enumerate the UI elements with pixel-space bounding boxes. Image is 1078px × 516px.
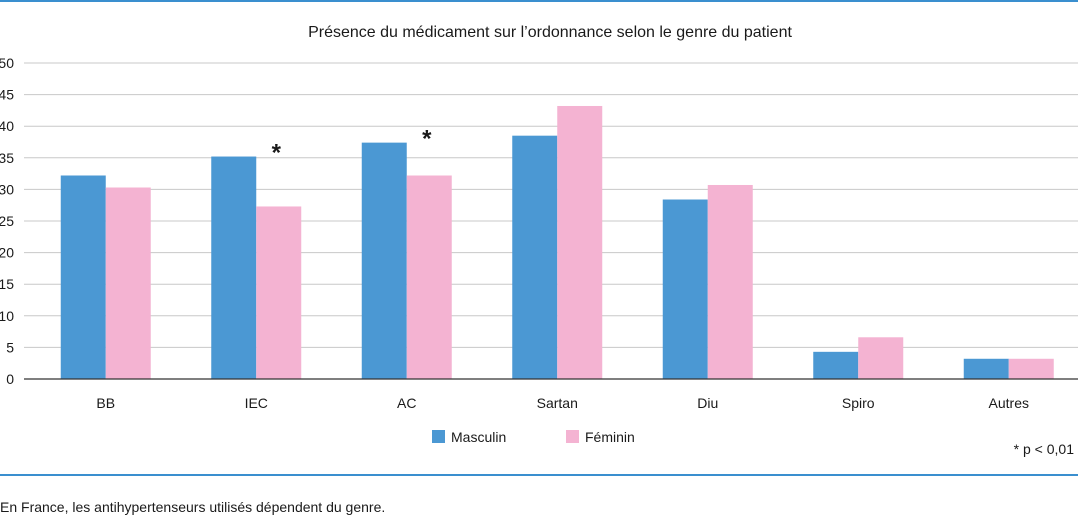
bar-chart: Présence du médicament sur l’ordonnance … [0, 24, 1078, 457]
bar-masculin-iec [211, 156, 257, 379]
top-rule [0, 0, 1078, 2]
bar-masculin-spiro [813, 351, 859, 379]
y-tick-label: 20 [0, 245, 14, 261]
x-tick-label: Diu [697, 395, 718, 411]
legend-swatch [566, 430, 579, 443]
y-tick-label: 25 [0, 213, 14, 229]
bars [60, 105, 1054, 379]
x-tick-label: IEC [245, 395, 268, 411]
bar-feminin-ac [406, 175, 452, 379]
y-tick-label: 5 [6, 339, 14, 355]
legend: Masculin Féminin [432, 429, 635, 445]
bar-masculin-sartan [512, 135, 558, 379]
y-tick-label: 35 [0, 150, 14, 166]
x-tick-label: Sartan [537, 395, 578, 411]
significance-asterisk: * [272, 140, 282, 167]
x-tick-label: BB [96, 395, 115, 411]
y-tick-label: 50 [0, 55, 14, 71]
y-tick-label: 15 [0, 276, 14, 292]
bar-feminin-autres [1008, 358, 1054, 379]
legend-label: Féminin [585, 429, 635, 445]
x-axis-ticks: BB IEC AC Sartan Diu Spiro Autres [96, 395, 1029, 411]
bar-masculin-autres [963, 358, 1009, 379]
x-tick-label: Autres [989, 395, 1029, 411]
bar-feminin-sartan [557, 105, 603, 379]
bar-feminin-bb [105, 187, 151, 379]
y-tick-label: 30 [0, 181, 14, 197]
bottom-rule [0, 474, 1078, 476]
y-tick-label: 0 [6, 371, 14, 387]
bar-feminin-diu [707, 184, 753, 379]
bar-masculin-diu [662, 199, 708, 379]
y-tick-label: 45 [0, 87, 14, 103]
y-tick-label: 10 [0, 308, 14, 324]
bar-masculin-ac [361, 142, 407, 379]
legend-label: Masculin [451, 429, 506, 445]
bar-feminin-iec [256, 206, 302, 379]
significance-markers: ** [272, 126, 433, 167]
legend-swatch [432, 430, 445, 443]
x-tick-label: Spiro [842, 395, 875, 411]
bar-masculin-bb [60, 175, 106, 379]
bar-feminin-spiro [858, 337, 904, 379]
footnote: * p < 0,01 [1014, 441, 1075, 457]
x-tick-label: AC [397, 395, 416, 411]
y-tick-label: 40 [0, 118, 14, 134]
figure-caption: En France, les antihypertenseurs utilisé… [0, 499, 386, 515]
chart-title: Présence du médicament sur l’ordonnance … [308, 24, 792, 41]
significance-asterisk: * [422, 126, 432, 153]
y-axis-ticks: 0 5 10 15 20 25 30 35 40 45 50 [0, 55, 14, 387]
